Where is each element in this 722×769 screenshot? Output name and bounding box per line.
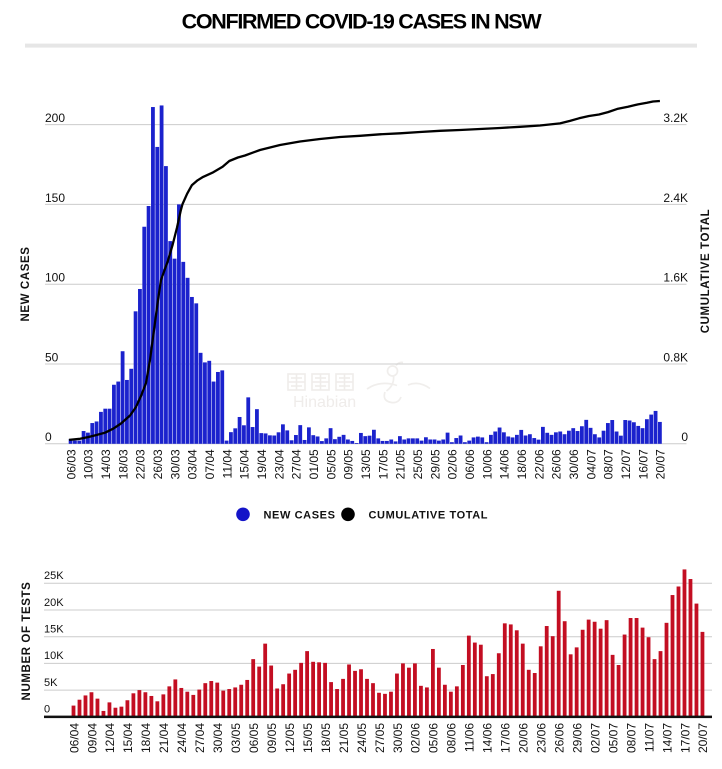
svg-text:02/06: 02/06 — [446, 449, 460, 479]
svg-text:04/07: 04/07 — [584, 449, 598, 479]
svg-text:22/03: 22/03 — [134, 449, 148, 479]
svg-text:18/05: 18/05 — [319, 723, 333, 753]
svg-text:5K: 5K — [44, 677, 58, 689]
svg-text:3.2K: 3.2K — [663, 111, 688, 125]
svg-text:14/03: 14/03 — [99, 449, 113, 479]
svg-text:Hinabian: Hinabian — [293, 394, 356, 411]
svg-text:10K: 10K — [44, 650, 64, 662]
svg-text:100: 100 — [45, 271, 65, 285]
svg-text:15/04: 15/04 — [238, 449, 252, 479]
svg-text:0: 0 — [45, 430, 52, 444]
svg-text:08/07: 08/07 — [602, 449, 616, 479]
svg-text:27/05: 27/05 — [373, 723, 387, 753]
svg-text:19/04: 19/04 — [255, 449, 269, 479]
svg-text:22/06: 22/06 — [532, 449, 546, 479]
svg-text:200: 200 — [45, 111, 65, 125]
svg-text:NEW CASES: NEW CASES — [20, 246, 32, 321]
svg-text:16/07: 16/07 — [636, 449, 650, 479]
svg-text:17/05: 17/05 — [376, 449, 390, 479]
svg-text:18/04: 18/04 — [139, 723, 153, 753]
svg-text:11/04: 11/04 — [220, 449, 234, 478]
svg-text:07/04: 07/04 — [203, 449, 217, 479]
svg-text:26/03: 26/03 — [151, 449, 165, 479]
svg-text:17/07: 17/07 — [678, 723, 692, 753]
svg-text:09/05: 09/05 — [265, 723, 279, 753]
svg-text:09/04: 09/04 — [85, 723, 99, 753]
svg-text:NUMBER OF TESTS: NUMBER OF TESTS — [21, 582, 33, 701]
svg-text:21/05: 21/05 — [394, 449, 408, 479]
svg-text:CUMULATIVE TOTAL: CUMULATIVE TOTAL — [700, 209, 712, 334]
svg-text:10/03: 10/03 — [82, 449, 96, 479]
svg-text:24/05: 24/05 — [355, 723, 369, 753]
svg-text:25/05: 25/05 — [411, 449, 425, 479]
svg-text:15/04: 15/04 — [121, 723, 135, 753]
svg-text:26/06: 26/06 — [553, 723, 567, 753]
svg-text:05/06: 05/06 — [427, 723, 441, 753]
svg-text:17/06: 17/06 — [499, 723, 513, 753]
svg-text:03/05: 03/05 — [229, 723, 243, 753]
svg-text:30/04: 30/04 — [211, 723, 225, 753]
svg-text:14/07: 14/07 — [660, 723, 674, 753]
svg-text:20K: 20K — [44, 597, 64, 609]
svg-text:08/06: 08/06 — [445, 723, 459, 753]
svg-text:12/07: 12/07 — [619, 449, 633, 479]
svg-text:09/05: 09/05 — [342, 449, 356, 479]
svg-text:14/06: 14/06 — [498, 449, 512, 479]
svg-text:13/05: 13/05 — [359, 449, 373, 479]
svg-text:27/04: 27/04 — [193, 723, 207, 753]
svg-text:23/04: 23/04 — [272, 449, 286, 479]
svg-text:15/05: 15/05 — [301, 723, 315, 753]
svg-text:NEW CASES: NEW CASES — [264, 510, 336, 522]
svg-text:21/04: 21/04 — [157, 723, 171, 753]
svg-text:12/05: 12/05 — [283, 723, 297, 753]
svg-text:CUMULATIVE TOTAL: CUMULATIVE TOTAL — [369, 510, 489, 522]
svg-text:10/06: 10/06 — [480, 449, 494, 479]
svg-text:20/07: 20/07 — [696, 723, 710, 753]
svg-text:0.8K: 0.8K — [663, 350, 688, 364]
svg-text:03/04: 03/04 — [186, 449, 200, 479]
svg-text:30/06: 30/06 — [567, 449, 581, 479]
svg-text:08/07: 08/07 — [624, 723, 638, 753]
svg-text:30/05: 30/05 — [391, 723, 405, 753]
svg-text:29/05: 29/05 — [428, 449, 442, 479]
svg-text:11/06: 11/06 — [463, 723, 477, 752]
svg-text:CONFIRMED COVID-19 CASES IN NS: CONFIRMED COVID-19 CASES IN NSW — [182, 10, 543, 34]
svg-text:06/03: 06/03 — [64, 449, 78, 479]
svg-text:20/07: 20/07 — [654, 449, 668, 479]
svg-text:0: 0 — [681, 430, 688, 444]
svg-text:29/06: 29/06 — [571, 723, 585, 753]
svg-text:02/07: 02/07 — [588, 723, 602, 753]
svg-text:18/06: 18/06 — [515, 449, 529, 479]
svg-text:05/07: 05/07 — [606, 723, 620, 753]
svg-text:06/05: 06/05 — [247, 723, 261, 753]
svg-text:21/05: 21/05 — [337, 723, 351, 753]
svg-text:05/05: 05/05 — [324, 449, 338, 479]
svg-text:20/06: 20/06 — [517, 723, 531, 753]
svg-text:12/04: 12/04 — [103, 723, 117, 753]
svg-text:150: 150 — [45, 191, 65, 205]
svg-text:0: 0 — [44, 704, 50, 716]
svg-text:06/06: 06/06 — [463, 449, 477, 479]
svg-text:24/04: 24/04 — [175, 723, 189, 753]
svg-text:18/03: 18/03 — [116, 449, 130, 479]
svg-text:26/06: 26/06 — [550, 449, 564, 479]
svg-text:27/04: 27/04 — [290, 449, 304, 479]
svg-text:14/06: 14/06 — [481, 723, 495, 753]
svg-text:23/06: 23/06 — [535, 723, 549, 753]
svg-text:15K: 15K — [44, 624, 64, 636]
svg-text:30/03: 30/03 — [168, 449, 182, 479]
svg-text:50: 50 — [45, 350, 59, 364]
svg-text:2.4K: 2.4K — [663, 191, 688, 205]
svg-text:02/06: 02/06 — [409, 723, 423, 753]
svg-text:11/07: 11/07 — [642, 723, 656, 752]
svg-text:25K: 25K — [44, 570, 64, 582]
svg-text:01/05: 01/05 — [307, 449, 321, 479]
svg-text:06/04: 06/04 — [67, 723, 81, 753]
svg-text:1.6K: 1.6K — [663, 271, 688, 285]
